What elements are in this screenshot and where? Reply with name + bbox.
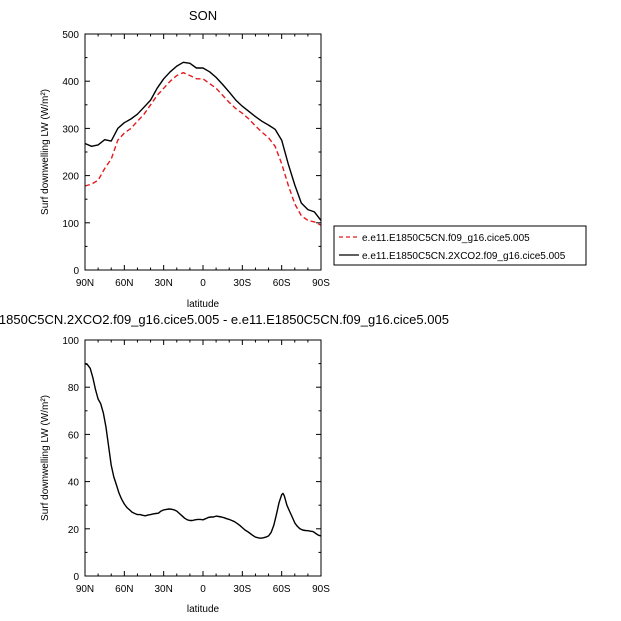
top-x-tick-label: 30N [154, 278, 172, 289]
top-x-axis-label: latitude [187, 299, 220, 310]
bottom-x-tick-label: 0 [200, 584, 206, 595]
top-series-line-1 [84, 61, 322, 221]
top-x-tick-label: 60S [273, 278, 291, 289]
top-x-tick-label: 60N [115, 278, 133, 289]
top-x-tick-label: 30S [233, 278, 251, 289]
bottom-y-tick-label: 20 [68, 525, 80, 536]
top-x-tick-label: 90N [76, 278, 94, 289]
top-y-tick-label: 0 [73, 266, 79, 277]
top-x-tick-label: 0 [200, 278, 206, 289]
top-y-tick-label: 500 [62, 30, 79, 41]
top-y-tick-label: 200 [62, 172, 79, 183]
top-y-tick-label: 400 [62, 77, 79, 88]
top-y-axis-label: Surf downwelling LW (W/m²) [40, 89, 51, 215]
legend-label-control: e.e11.E1850C5CN.f09_g16.cice5.005 [362, 233, 530, 244]
top-y-tick-label: 100 [62, 219, 79, 230]
bottom-x-axis-label: latitude [187, 604, 220, 615]
bottom-y-tick-label: 60 [68, 430, 80, 441]
bottom-y-axis-label: Surf downwelling LW (W/m²) [40, 395, 51, 521]
bottom-chart-panel: e.e11.E1850C5CN.2XCO2.f09_g16.cice5.005 … [0, 312, 449, 615]
bottom-y-tick-label: 40 [68, 478, 80, 489]
bottom-x-tick-label: 60S [273, 584, 291, 595]
bottom-y-tick-label: 80 [68, 383, 80, 394]
bottom-x-tick-label: 30N [154, 584, 172, 595]
legend-label-2xco2: e.e11.E1850C5CN.2XCO2.f09_g16.cice5.005 [362, 251, 566, 262]
top-series-line-0 [84, 71, 322, 226]
bottom-chart-title: e.e11.E1850C5CN.2XCO2.f09_g16.cice5.005 … [0, 312, 449, 327]
bottom-y-tick-label: 0 [73, 572, 79, 583]
bottom-plot-frame [84, 339, 322, 577]
top-x-tick-label: 90S [312, 278, 330, 289]
top-chart-title: SON [189, 8, 217, 23]
bottom-series-line-0 [84, 362, 322, 539]
top-chart-legend: e.e11.E1850C5CN.f09_g16.cice5.005 e.e11.… [333, 225, 587, 266]
bottom-x-tick-label: 60N [115, 584, 133, 595]
legend-box [333, 225, 587, 266]
top-chart-panel: SON 90N 60N 30N 0 30S 60S 90S0100200300400500 … [40, 8, 330, 310]
bottom-y-tick-label: 100 [62, 336, 79, 347]
bottom-x-tick-label: 90S [312, 584, 330, 595]
top-y-tick-label: 300 [62, 124, 79, 135]
bottom-x-tick-label: 90N [76, 584, 94, 595]
bottom-x-tick-label: 30S [233, 584, 251, 595]
